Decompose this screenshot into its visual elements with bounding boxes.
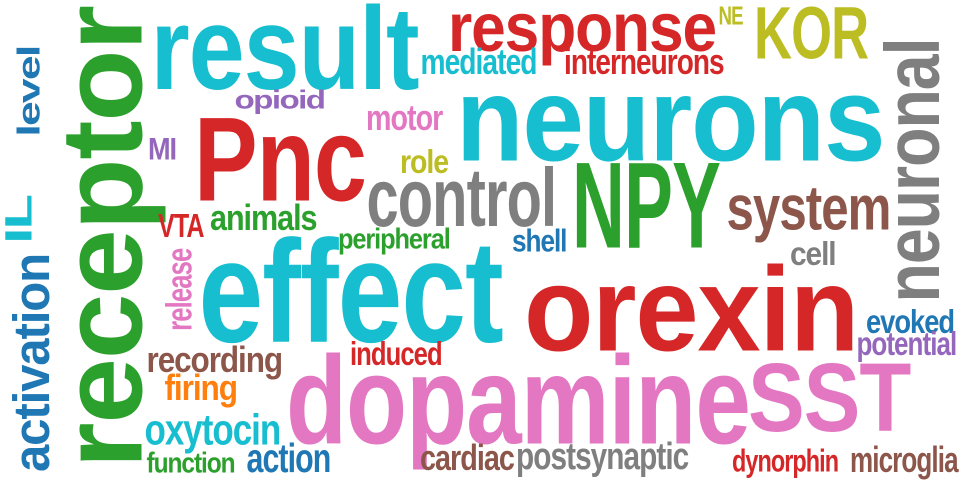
word-animals: animals	[209, 197, 318, 239]
word-opioid: opioid	[234, 85, 326, 115]
word-activation: activation	[2, 253, 61, 473]
word-ne: NE	[718, 1, 743, 31]
word-mediated: mediated	[420, 41, 537, 83]
word-mi: MI	[148, 132, 177, 167]
word-action: action	[245, 437, 331, 482]
word-kor: KOR	[754, 0, 869, 74]
word-induced: induced	[349, 333, 443, 373]
word-recording: recording	[146, 339, 283, 381]
word-firing: firing	[163, 367, 238, 409]
word-cell: cell	[790, 233, 837, 273]
word-control: control	[365, 152, 557, 244]
word-dynorphin: dynorphin	[732, 444, 839, 479]
word-function: function	[145, 446, 235, 479]
word-potential: potential	[855, 323, 957, 363]
word-orexin: orexin	[523, 241, 859, 376]
word-microglia: microglia	[849, 439, 959, 481]
word-result: result	[149, 0, 419, 114]
word-release: release	[159, 248, 201, 331]
word-pnc: Pnc	[194, 91, 367, 226]
word-il: IL	[0, 195, 40, 244]
word-motor: motor	[366, 97, 443, 139]
word-peripheral: peripheral	[338, 222, 451, 255]
word-vta: VTA	[157, 205, 205, 245]
word-postsynaptic: postsynaptic	[516, 434, 689, 478]
word-system: system	[725, 172, 891, 244]
word-oxytocin: oxytocin	[143, 405, 281, 455]
word-effect: effect	[198, 211, 503, 374]
word-cardiac: cardiac	[419, 437, 515, 479]
word-receptor: receptor	[38, 5, 168, 468]
word-interneurons: interneurons	[563, 41, 725, 83]
word-npy: NPY	[572, 137, 721, 274]
word-response: response	[447, 0, 717, 67]
word-level: level	[12, 46, 47, 137]
word-neuronal: neuronal	[870, 37, 957, 303]
word-shell: shell	[511, 224, 567, 259]
word-sst: SST	[747, 343, 911, 452]
word-dopamine: dopamine	[285, 329, 751, 470]
word-role: role	[399, 141, 449, 181]
word-evoked: evoked	[866, 301, 955, 341]
word-neurons: neurons	[455, 51, 885, 186]
